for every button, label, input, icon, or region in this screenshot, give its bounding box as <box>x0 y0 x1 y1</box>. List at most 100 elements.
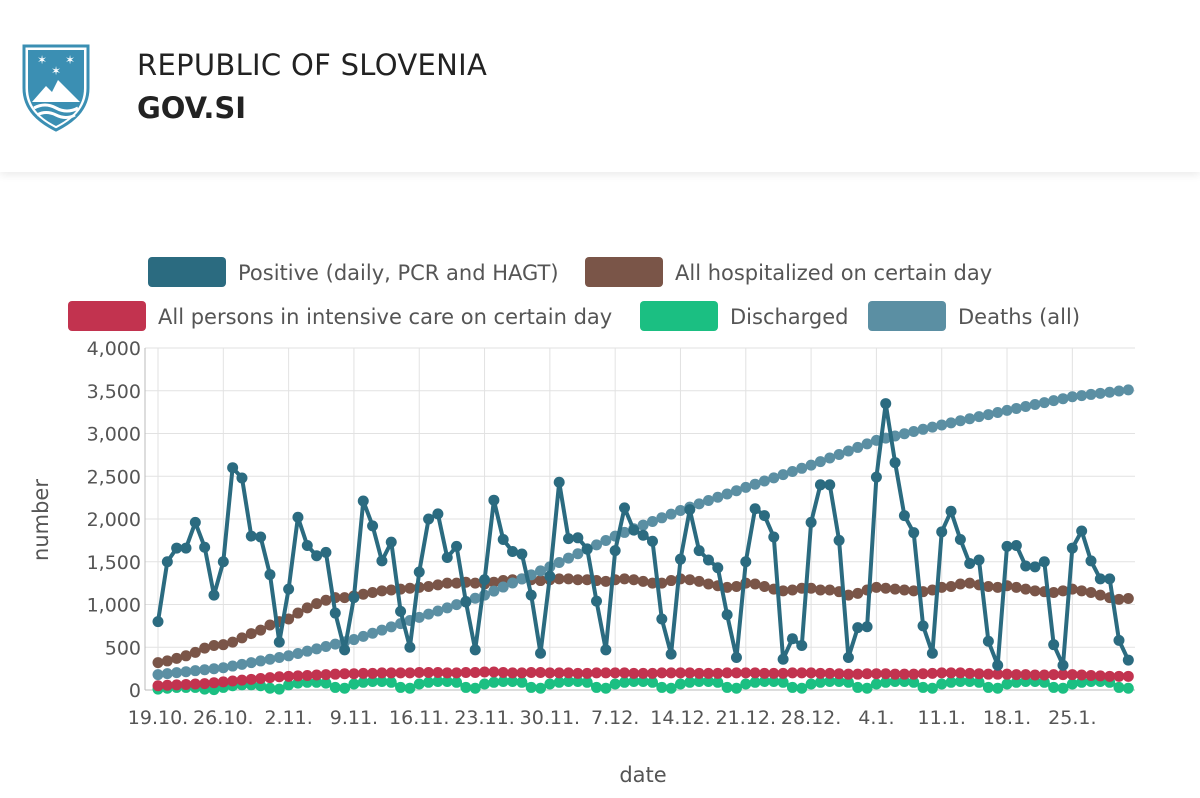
data-point <box>712 562 724 574</box>
data-point <box>824 479 836 491</box>
data-point <box>581 574 593 586</box>
data-point <box>189 516 201 528</box>
data-point <box>702 495 714 507</box>
data-point <box>702 667 714 679</box>
data-point <box>982 668 994 680</box>
data-point <box>553 667 565 679</box>
data-point <box>171 667 183 679</box>
data-point <box>693 667 705 679</box>
data-point <box>768 675 780 687</box>
data-point <box>1020 560 1032 572</box>
data-point <box>329 681 341 693</box>
data-point <box>814 479 826 491</box>
data-point <box>1020 583 1032 595</box>
data-point <box>385 676 397 688</box>
data-point <box>553 573 565 585</box>
data-point <box>535 575 547 587</box>
data-point <box>525 589 537 601</box>
x-tick-label: 28.12. <box>781 707 841 729</box>
data-point <box>758 510 770 522</box>
data-point <box>581 543 593 555</box>
data-point <box>1113 593 1125 605</box>
data-point <box>507 577 519 589</box>
data-point <box>768 531 780 543</box>
data-point <box>199 642 211 654</box>
data-point <box>1001 668 1013 680</box>
data-point <box>189 665 201 677</box>
data-point <box>973 411 985 423</box>
data-point <box>385 621 397 633</box>
data-point <box>535 682 547 694</box>
data-point <box>954 667 966 679</box>
data-point <box>656 667 668 679</box>
y-axis-title: number <box>29 479 53 561</box>
svg-text:✶: ✶ <box>37 53 47 67</box>
data-point <box>339 644 351 656</box>
data-point <box>180 666 192 678</box>
y-tick-label: 2,000 <box>87 509 141 531</box>
data-point <box>1122 384 1134 396</box>
data-point <box>329 638 341 650</box>
data-point <box>497 534 509 546</box>
data-point <box>908 585 920 597</box>
x-tick-label: 23.11. <box>454 707 514 729</box>
data-point <box>656 512 668 524</box>
data-point <box>665 508 677 520</box>
data-point <box>665 682 677 694</box>
data-point <box>441 667 453 679</box>
data-point <box>1076 585 1088 597</box>
data-point <box>563 533 575 545</box>
data-point <box>880 676 892 688</box>
data-point <box>451 667 463 679</box>
data-point <box>637 667 649 679</box>
data-point <box>1076 390 1088 402</box>
data-point <box>954 534 966 546</box>
data-point <box>637 529 649 541</box>
site-subtitle[interactable]: GOV.SI <box>137 91 247 125</box>
y-tick-label: 1,500 <box>87 552 141 574</box>
data-point <box>833 668 845 680</box>
data-point <box>926 682 938 694</box>
data-point <box>954 415 966 427</box>
data-point <box>1010 540 1022 552</box>
svg-text:✶: ✶ <box>65 53 75 67</box>
data-point <box>982 681 994 693</box>
data-point <box>348 634 360 646</box>
y-tick-label: 2,500 <box>87 466 141 488</box>
data-point <box>749 503 761 515</box>
data-point <box>870 668 882 680</box>
data-point <box>684 676 696 688</box>
data-point <box>423 513 435 525</box>
data-point <box>908 668 920 680</box>
data-point <box>591 595 603 607</box>
data-point <box>451 676 463 688</box>
data-point <box>451 540 463 552</box>
data-point <box>824 675 836 687</box>
data-point <box>786 633 798 645</box>
data-point <box>637 575 649 587</box>
data-point <box>1020 669 1032 681</box>
data-point <box>889 457 901 469</box>
data-point <box>1113 670 1125 682</box>
data-point <box>376 555 388 567</box>
data-point <box>889 583 901 595</box>
data-point <box>507 667 519 679</box>
data-point <box>693 575 705 587</box>
data-point <box>367 587 379 599</box>
data-point <box>693 545 705 557</box>
data-point <box>824 584 836 596</box>
data-point <box>852 587 864 599</box>
data-point <box>189 678 201 690</box>
data-point <box>740 678 752 690</box>
x-tick-label: 4.1. <box>858 707 894 729</box>
data-point <box>861 621 873 633</box>
data-point <box>898 668 910 680</box>
data-point <box>628 667 640 679</box>
data-point <box>852 681 864 693</box>
data-point <box>469 577 481 589</box>
data-point <box>805 667 817 679</box>
data-point <box>1057 585 1069 597</box>
data-point <box>264 682 276 694</box>
logo[interactable]: ✶ ✶ ✶ <box>20 42 92 132</box>
data-point <box>264 653 276 665</box>
